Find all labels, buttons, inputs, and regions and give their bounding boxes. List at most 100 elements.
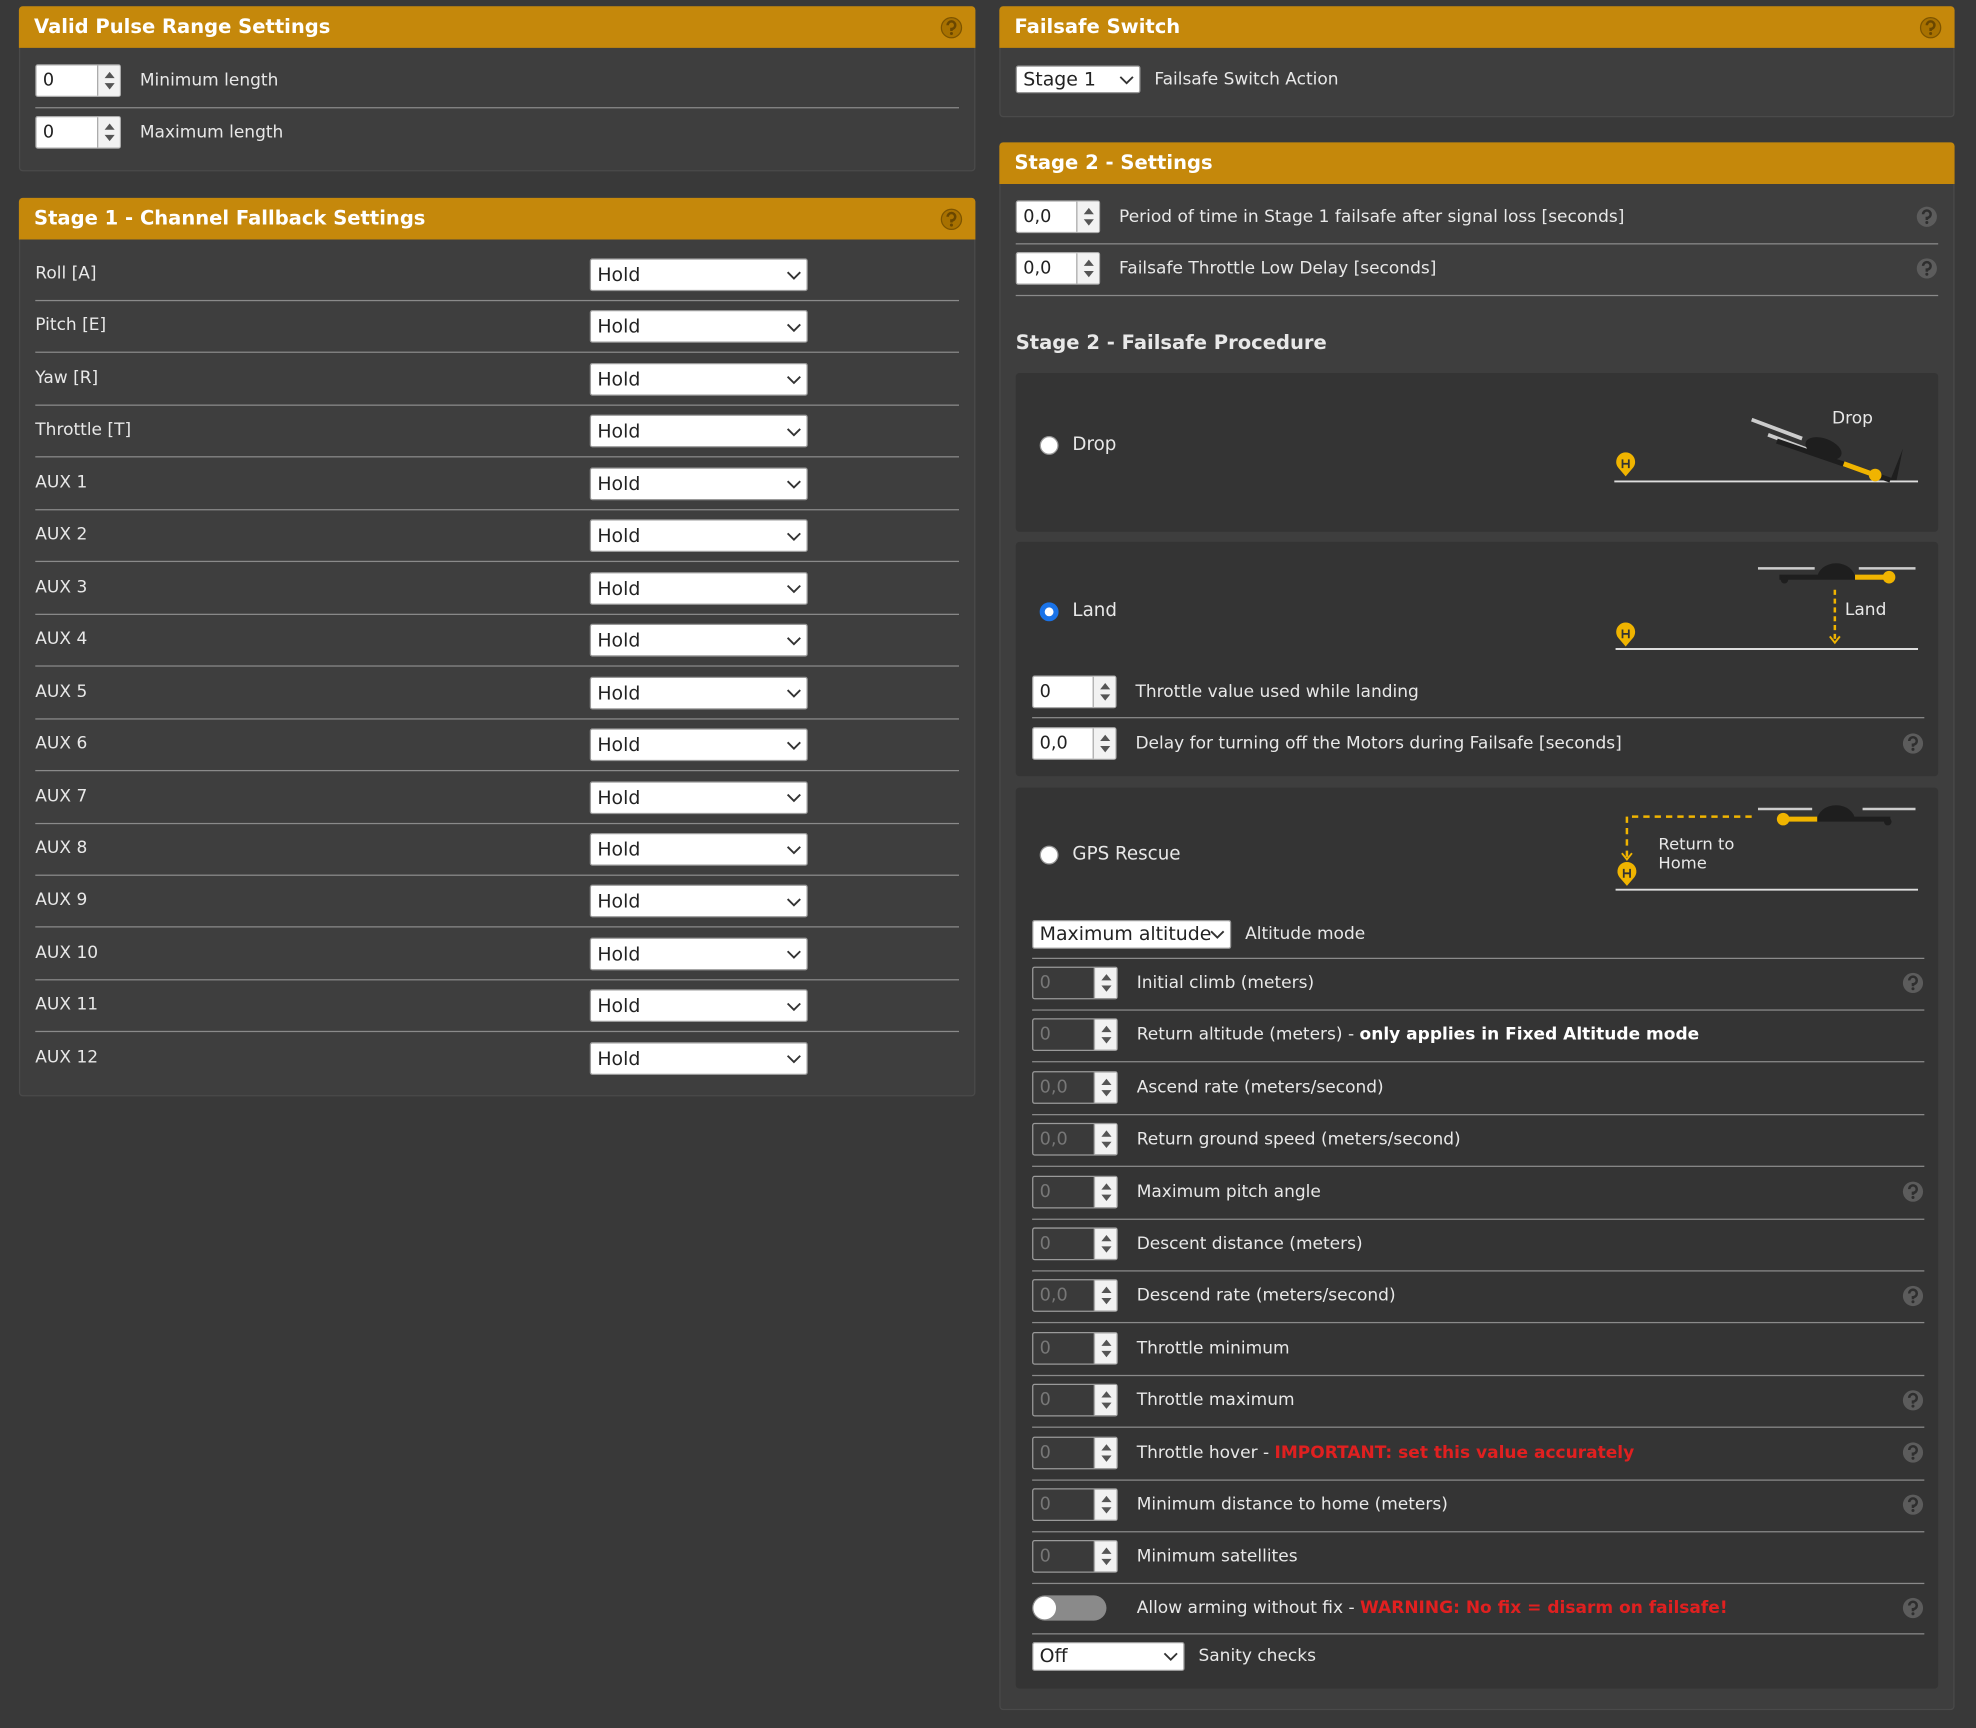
dropdown[interactable]: Hold xyxy=(589,885,808,918)
number-input[interactable]: 0 xyxy=(1032,1175,1118,1209)
field-label: Descent distance (meters) xyxy=(1137,1232,1363,1255)
number-input[interactable]: 0,0 xyxy=(1032,1279,1118,1313)
separator xyxy=(1032,1009,1925,1011)
spin-down xyxy=(1101,1402,1112,1410)
label: Land xyxy=(1072,601,1117,622)
separator xyxy=(35,665,960,667)
radio[interactable] xyxy=(1039,436,1059,455)
input-value: 0 xyxy=(1039,972,1051,994)
dropdown[interactable]: Hold xyxy=(589,362,808,396)
dropdown[interactable]: Hold xyxy=(589,310,808,344)
input-value: 0 xyxy=(1039,1442,1051,1463)
separator xyxy=(35,822,960,824)
panel-header: Stage 2 - Settings xyxy=(999,142,1955,184)
number-input[interactable]: 0 xyxy=(35,64,121,98)
option-box xyxy=(1015,373,1939,532)
dropdown[interactable]: Hold xyxy=(589,258,808,292)
label: Yaw [R] xyxy=(35,367,99,389)
dropdown[interactable]: Hold xyxy=(589,571,808,605)
separator xyxy=(1032,1061,1925,1063)
dropdown-value: Hold xyxy=(597,629,641,652)
radio[interactable] xyxy=(1039,845,1059,865)
number-input[interactable]: 0 xyxy=(1032,1331,1118,1365)
number-input[interactable]: 0 xyxy=(1032,1540,1118,1574)
dropdown[interactable]: Hold xyxy=(589,623,808,657)
number-input[interactable]: 0 xyxy=(1032,675,1117,709)
label: Pitch [E] xyxy=(35,315,107,336)
dropdown[interactable]: Hold xyxy=(589,832,808,866)
input-value: 0 xyxy=(42,122,55,143)
spin-down xyxy=(1101,1298,1112,1305)
spinner xyxy=(1092,728,1116,759)
input-value: 0,0 xyxy=(1039,733,1068,754)
separator xyxy=(1015,243,1939,245)
label: Failsafe Switch Action xyxy=(1154,69,1339,90)
spin-down xyxy=(104,134,115,142)
number-input[interactable]: 0,0 xyxy=(1015,252,1101,285)
field-label: Initial climb (meters) xyxy=(1137,972,1314,995)
number-input[interactable]: 0,0 xyxy=(1032,727,1117,760)
spin-up xyxy=(1101,1287,1112,1294)
input-value: 0 xyxy=(1039,1025,1051,1046)
dropdown-value: Hold xyxy=(597,837,641,861)
radio[interactable] xyxy=(1039,602,1059,622)
input-value: 0,0 xyxy=(1023,258,1052,279)
number-input[interactable]: 0 xyxy=(1032,1436,1118,1469)
dropdown[interactable]: Hold xyxy=(589,937,808,971)
separator xyxy=(35,717,960,720)
number-input[interactable]: 0 xyxy=(1032,1227,1118,1261)
spin-up xyxy=(1101,1391,1112,1398)
spin-up xyxy=(1083,259,1094,266)
dropdown[interactable]: Hold xyxy=(589,780,808,814)
dropdown[interactable]: Maximum altitude xyxy=(1032,919,1232,949)
spin-up xyxy=(1101,974,1112,981)
spin-up xyxy=(1101,1495,1112,1503)
label: Stage 2 - Failsafe Procedure xyxy=(1015,331,1327,355)
panel-header: Stage 1 - Channel Fallback Settings xyxy=(18,197,976,240)
dropdown[interactable]: Hold xyxy=(589,1041,808,1075)
dropdown[interactable]: Hold xyxy=(589,415,808,448)
dropdown-value: Off xyxy=(1039,1643,1068,1667)
number-input[interactable]: 0 xyxy=(35,115,121,149)
dropdown[interactable]: Hold xyxy=(589,676,808,709)
dropdown-value: Hold xyxy=(597,942,641,966)
separator xyxy=(35,613,960,615)
input-value: 0,0 xyxy=(1023,206,1052,227)
label: AUX 7 xyxy=(35,785,88,806)
dropdown[interactable]: Hold xyxy=(589,519,808,553)
dropdown[interactable]: Stage 1 xyxy=(1015,65,1141,94)
input-value: 0,0 xyxy=(1039,1285,1068,1307)
spin-up xyxy=(1101,1026,1112,1033)
number-input[interactable]: 0 xyxy=(1032,1383,1118,1417)
spin-down xyxy=(104,83,115,90)
label: Minimum satellites xyxy=(1136,1546,1298,1567)
spin-down xyxy=(1101,1455,1112,1462)
label-emphasis: only applies in Fixed Altitude mode xyxy=(1359,1025,1700,1046)
spinner xyxy=(1093,1072,1117,1103)
dropdown[interactable]: Hold xyxy=(589,989,808,1023)
separator xyxy=(1032,957,1925,960)
spin-down xyxy=(1101,1194,1112,1201)
spin-up xyxy=(104,71,115,79)
number-input[interactable]: 0 xyxy=(1032,1018,1118,1052)
number-input[interactable]: 0 xyxy=(1032,966,1118,1000)
number-input[interactable]: 0,0 xyxy=(1015,200,1101,234)
label: Roll [A] xyxy=(35,263,97,284)
number-input[interactable]: 0,0 xyxy=(1032,1070,1118,1104)
dropdown[interactable]: Off xyxy=(1032,1641,1185,1671)
dropdown-value: Hold xyxy=(597,785,641,809)
dropdown[interactable]: Hold xyxy=(589,467,808,501)
label: AUX 6 xyxy=(35,733,88,754)
number-input[interactable]: 0 xyxy=(1032,1488,1118,1522)
spinner xyxy=(1093,1333,1117,1364)
spin-up xyxy=(1100,734,1111,741)
number-input[interactable]: 0,0 xyxy=(1032,1123,1118,1156)
dropdown[interactable]: Hold xyxy=(589,728,808,762)
input-value: 0,0 xyxy=(1039,1129,1068,1150)
spinner xyxy=(1076,253,1099,284)
spin-up xyxy=(1083,207,1094,215)
separator xyxy=(1032,1113,1925,1116)
spin-down xyxy=(1100,746,1111,753)
separator xyxy=(35,1031,960,1033)
spin-up xyxy=(1101,1548,1112,1555)
